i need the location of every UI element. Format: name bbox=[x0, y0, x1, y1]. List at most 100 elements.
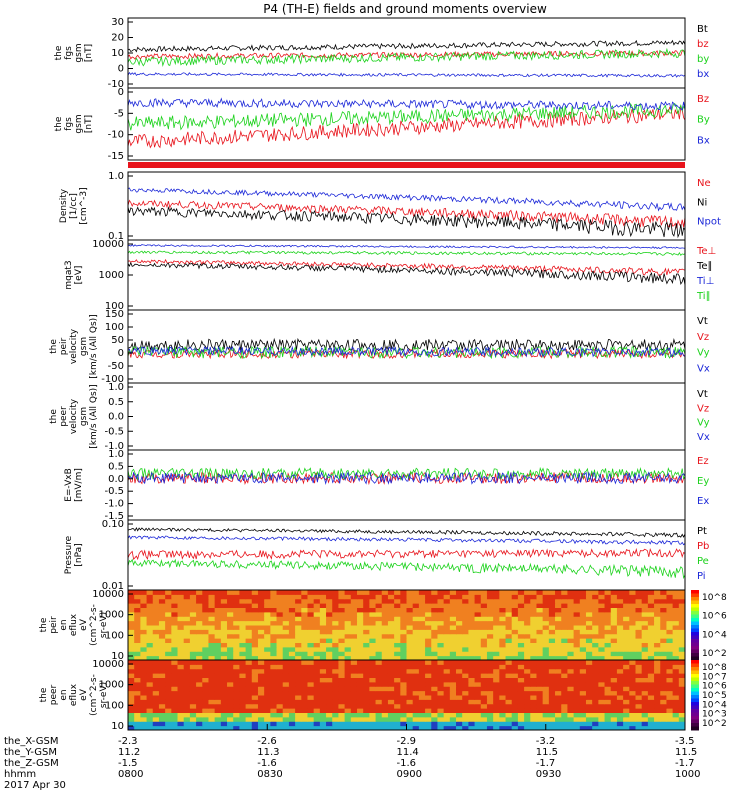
heatmap-cell bbox=[604, 712, 612, 718]
heatmap-cell bbox=[517, 695, 525, 700]
heatmap-cell bbox=[592, 620, 599, 626]
heatmap-cell bbox=[499, 594, 507, 600]
heatmap-cell bbox=[239, 625, 247, 630]
y-label-line: peer bbox=[49, 684, 59, 705]
heatmap-cell bbox=[134, 695, 141, 700]
y-label: Pressure [nPa] bbox=[64, 535, 84, 574]
y-label-line: the bbox=[49, 409, 59, 424]
heatmap-cell bbox=[567, 603, 575, 608]
heatmap-cell bbox=[505, 603, 513, 608]
heatmap-cell bbox=[381, 611, 389, 617]
heatmap-cell bbox=[177, 607, 185, 613]
heatmap-cell bbox=[431, 699, 438, 705]
legend-item: Pt bbox=[697, 526, 707, 537]
colorbar-segment bbox=[691, 618, 699, 622]
heatmap-cell bbox=[332, 664, 339, 670]
heatmap-cell bbox=[227, 646, 234, 652]
heatmap-cell bbox=[647, 629, 655, 635]
heatmap-cell bbox=[257, 703, 265, 709]
heatmap-cell bbox=[381, 677, 389, 683]
heatmap-cell bbox=[462, 703, 469, 709]
heatmap-cell bbox=[449, 660, 457, 665]
heatmap-cell bbox=[616, 616, 624, 622]
heatmap-cell bbox=[536, 695, 544, 700]
heatmap-cell bbox=[443, 668, 451, 674]
heatmap-cell bbox=[400, 646, 407, 652]
heatmap-cell bbox=[561, 620, 568, 626]
heatmap-cell bbox=[326, 677, 333, 683]
heatmap-cell bbox=[295, 611, 302, 617]
heatmap-cell bbox=[517, 673, 525, 678]
heatmap-cell bbox=[356, 598, 364, 604]
heatmap-cell bbox=[189, 646, 197, 652]
heatmap-cell bbox=[542, 703, 550, 709]
heatmap-cell bbox=[406, 655, 414, 661]
heatmap-cell bbox=[462, 655, 469, 661]
heatmap-cell bbox=[251, 716, 259, 722]
heatmap-cell bbox=[530, 655, 537, 661]
heatmap-cell bbox=[431, 703, 438, 709]
heatmap-cell bbox=[462, 642, 469, 648]
heatmap-cell bbox=[146, 598, 154, 604]
heatmap-cell bbox=[530, 603, 537, 608]
heatmap-cell bbox=[189, 642, 197, 648]
heatmap-cell bbox=[134, 620, 141, 626]
heatmap-cell bbox=[400, 677, 407, 683]
heatmap-cell bbox=[536, 638, 544, 643]
heatmap-cell bbox=[449, 625, 457, 630]
heatmap-cell bbox=[437, 668, 445, 674]
heatmap-cell bbox=[400, 598, 407, 604]
heatmap-cell bbox=[623, 721, 630, 727]
heatmap-cell bbox=[177, 712, 185, 718]
heatmap-cell bbox=[214, 660, 222, 665]
heatmap-cell bbox=[208, 642, 216, 648]
heatmap-cell bbox=[555, 655, 562, 661]
heatmap-cell bbox=[530, 625, 537, 630]
heatmap-cell bbox=[623, 681, 630, 687]
heatmap-cell bbox=[536, 625, 544, 630]
heatmap-cell bbox=[196, 607, 203, 613]
heatmap-cell bbox=[227, 633, 234, 639]
heatmap-cell bbox=[375, 655, 383, 661]
heatmap-cell bbox=[202, 664, 209, 670]
heatmap-cell bbox=[437, 651, 445, 657]
heatmap-cell bbox=[629, 633, 636, 639]
legend-item: Npot bbox=[697, 217, 721, 228]
heatmap-cell bbox=[666, 646, 674, 652]
heatmap-cell bbox=[641, 690, 649, 696]
heatmap-cell bbox=[245, 594, 253, 600]
heatmap-cell bbox=[623, 695, 630, 700]
heatmap-cell bbox=[332, 699, 339, 705]
heatmap-cell bbox=[666, 686, 674, 692]
heatmap-cell bbox=[270, 690, 278, 696]
heatmap-cell bbox=[146, 638, 154, 643]
heatmap-cell bbox=[128, 616, 135, 622]
heatmap-cell bbox=[542, 625, 550, 630]
heatmap-cell bbox=[579, 699, 587, 705]
heatmap-cell bbox=[158, 633, 166, 639]
heatmap-cell bbox=[536, 611, 544, 617]
heatmap-cell bbox=[183, 712, 191, 718]
heatmap-cell bbox=[623, 629, 630, 635]
heatmap-cell bbox=[313, 625, 321, 630]
heatmap-cell bbox=[245, 625, 253, 630]
heatmap-cell bbox=[660, 603, 667, 608]
heatmap-cell bbox=[660, 703, 667, 709]
heatmap-cell bbox=[177, 638, 185, 643]
heatmap-cell bbox=[276, 677, 284, 683]
heatmap-cell bbox=[208, 708, 216, 713]
colorbar-segment bbox=[691, 625, 699, 629]
heatmap-cell bbox=[585, 699, 593, 705]
heatmap-cell bbox=[387, 638, 395, 643]
heatmap-cell bbox=[301, 611, 308, 617]
heatmap-cell bbox=[548, 620, 556, 626]
heatmap-cell bbox=[604, 681, 612, 687]
heatmap-cell bbox=[623, 712, 630, 718]
heatmap-cell bbox=[152, 712, 160, 718]
heatmap-cell bbox=[152, 642, 160, 648]
heatmap-cell bbox=[227, 686, 234, 692]
heatmap-cell bbox=[270, 611, 278, 617]
heatmap-cell bbox=[425, 708, 432, 713]
heatmap-cell bbox=[505, 594, 513, 600]
heatmap-cell bbox=[140, 681, 148, 687]
